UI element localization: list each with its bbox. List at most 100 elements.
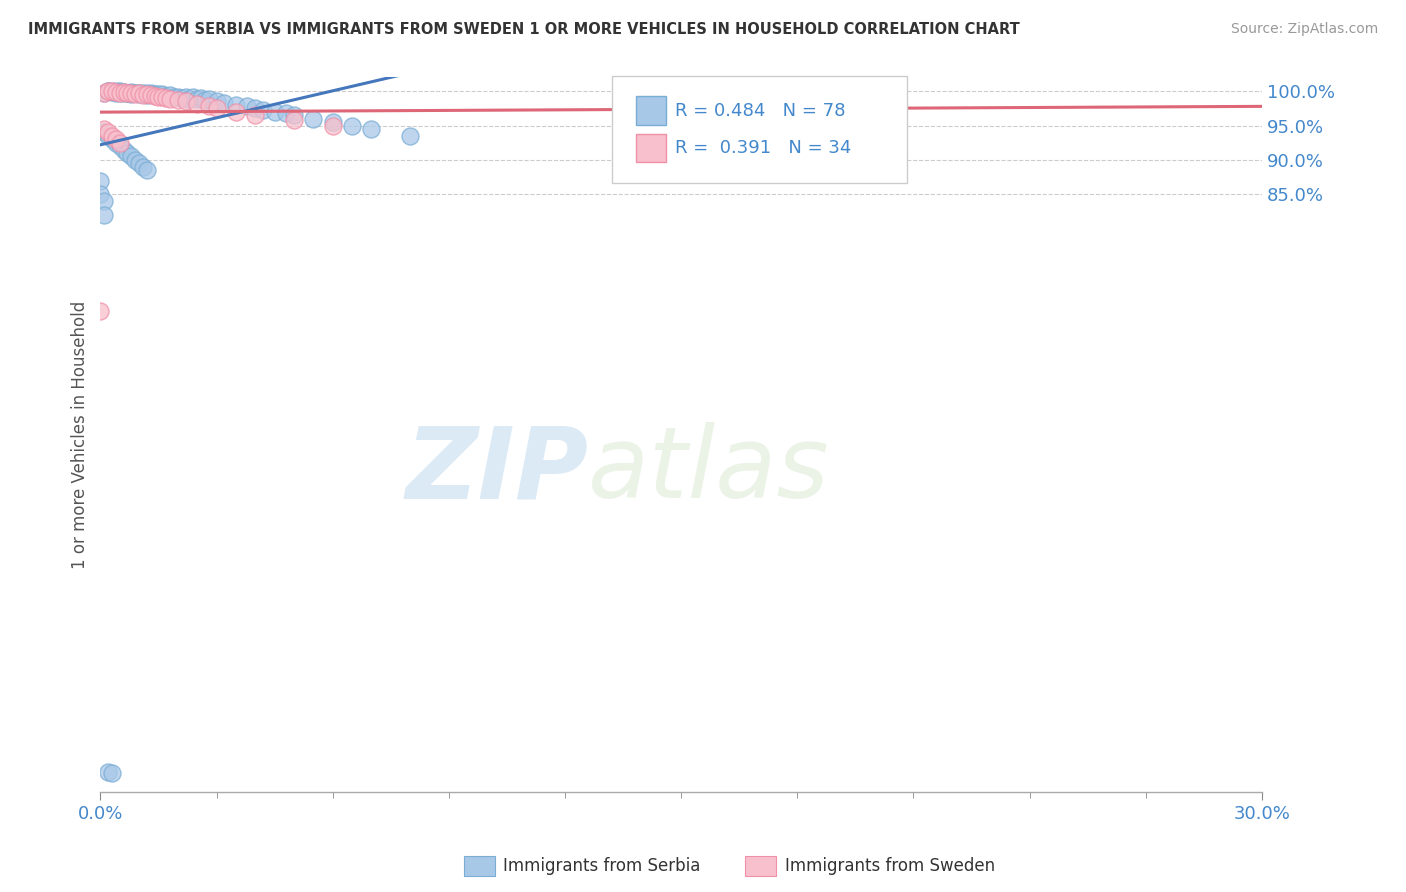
Point [148,89,170,103]
Point [143,87,166,101]
Point [112,86,135,100]
Point [89,304,111,318]
Point [159,92,181,106]
Point [132,160,155,174]
Text: atlas: atlas [588,422,830,519]
Point [143,88,166,103]
Point [97,84,120,98]
Text: Immigrants from Serbia: Immigrants from Serbia [503,857,700,875]
Point [322,119,344,133]
Point [163,89,186,103]
Point [124,87,146,101]
Point [197,99,219,113]
Point [155,91,177,105]
Point [104,85,127,99]
Point [117,87,139,101]
Point [89,187,111,202]
Point [212,95,235,110]
Point [97,128,120,143]
Point [120,149,142,163]
Point [245,101,267,115]
Point [97,84,120,98]
Point [302,112,325,126]
Point [166,93,188,107]
Y-axis label: 1 or more Vehicles in Household: 1 or more Vehicles in Household [72,301,89,569]
Point [236,99,259,113]
Point [101,128,124,143]
Point [128,87,150,101]
Point [124,87,146,101]
Point [159,88,181,103]
Point [93,125,115,139]
Point [120,86,142,100]
Point [205,101,228,115]
Point [93,86,115,100]
Point [263,104,285,119]
Point [117,87,139,101]
Point [93,208,115,222]
Point [166,90,188,104]
Point [135,163,157,178]
Point [128,87,150,101]
Text: ZIP: ZIP [405,422,588,519]
Point [174,89,197,103]
Point [150,88,173,103]
Point [104,84,127,98]
Point [143,89,166,103]
Point [245,108,267,122]
Point [93,194,115,209]
Point [174,95,197,109]
Text: R = 0.484   N = 78: R = 0.484 N = 78 [675,102,845,120]
Point [155,89,177,103]
Point [135,87,157,101]
Point [322,115,344,129]
Text: Immigrants from Sweden: Immigrants from Sweden [785,857,994,875]
Point [651,115,673,129]
Point [135,87,157,102]
Point [139,88,162,103]
Point [104,136,127,150]
Point [101,766,124,780]
Point [97,125,120,139]
Point [112,143,135,157]
Point [360,122,382,136]
Point [108,136,131,150]
Point [139,87,162,101]
Point [93,122,115,136]
Point [101,132,124,146]
Point [225,104,247,119]
Point [120,85,142,99]
Point [93,86,115,100]
Text: Source: ZipAtlas.com: Source: ZipAtlas.com [1230,22,1378,37]
Point [128,156,150,170]
Point [101,85,124,99]
Point [89,173,111,187]
Point [225,98,247,112]
Point [252,103,274,117]
Point [124,86,146,100]
Point [97,84,120,98]
Point [124,153,146,167]
Point [186,96,208,111]
Point [194,93,217,107]
Point [104,86,127,100]
Point [108,85,131,99]
Point [108,84,131,98]
Point [132,87,155,101]
Point [197,92,219,106]
Point [170,91,193,105]
Point [101,84,124,98]
Point [108,86,131,100]
Point [101,84,124,98]
Point [117,86,139,100]
Point [128,86,150,100]
Point [190,91,212,105]
Point [340,119,363,133]
Point [108,139,131,153]
Point [205,95,228,109]
Point [179,92,201,106]
Point [276,106,298,120]
Point [120,87,142,101]
Point [132,87,155,101]
Point [148,87,170,102]
